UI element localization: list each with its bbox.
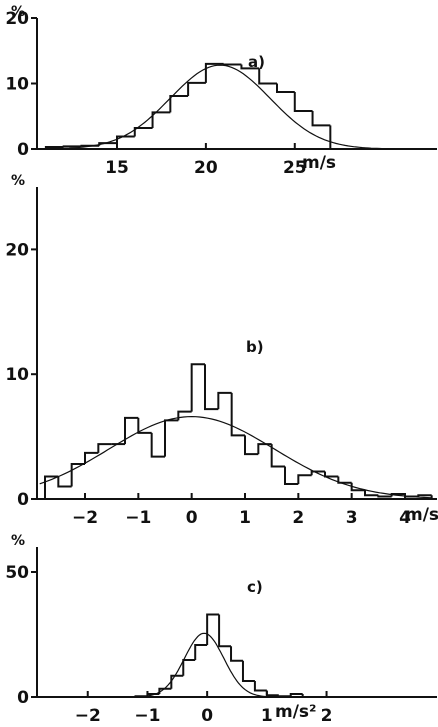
histogram-bin bbox=[84, 451, 99, 465]
histogram-bin bbox=[62, 145, 82, 148]
x-tick-label: 2 bbox=[292, 508, 304, 528]
x-tick-label: 0 bbox=[201, 706, 213, 726]
histogram-bin bbox=[190, 363, 205, 412]
panel-label: b) bbox=[246, 338, 264, 356]
x-unit-label: m/s² bbox=[405, 505, 438, 525]
x-tick-label: 25 bbox=[283, 158, 307, 178]
x-unit-label: m/s bbox=[302, 153, 336, 173]
x-tick-label: −2 bbox=[75, 706, 101, 726]
y-tick-label: 10 bbox=[5, 75, 29, 95]
histogram-bin bbox=[297, 474, 312, 485]
x-tick-label: 2 bbox=[321, 706, 333, 726]
histogram-bin bbox=[204, 364, 219, 411]
y-unit-label: % bbox=[11, 4, 25, 20]
histogram-bin bbox=[133, 127, 153, 137]
histogram-bin bbox=[350, 482, 365, 492]
panel-label: a) bbox=[248, 53, 265, 71]
x-tick-label: −1 bbox=[134, 706, 160, 726]
y-tick-label: 20 bbox=[5, 9, 29, 29]
panel-a-velocity-histogram: 0 10 20 15 20 25% m/s a) bbox=[5, 4, 437, 178]
histogram-bin bbox=[310, 470, 325, 476]
histogram-bin bbox=[377, 495, 392, 498]
y-tick-label: 10 bbox=[5, 365, 29, 385]
histogram-bin bbox=[151, 111, 171, 129]
histogram-bin bbox=[164, 419, 179, 457]
histogram-bin bbox=[97, 443, 112, 453]
x-tick-label: 0 bbox=[186, 508, 198, 528]
panel-c-acceleration-histogram: 0 50 −2 −1 0 1 2% m/s² c) bbox=[5, 533, 437, 726]
histogram-bin bbox=[293, 92, 313, 113]
y-unit-label: % bbox=[11, 173, 25, 189]
histogram-bin bbox=[270, 444, 285, 468]
y-tick-label: 0 bbox=[17, 688, 29, 708]
histogram-bin bbox=[265, 690, 279, 697]
normal-fit-curve bbox=[105, 632, 303, 698]
normal-fit-curve bbox=[39, 415, 432, 499]
histogram-bin bbox=[57, 476, 72, 488]
histogram-bin bbox=[230, 392, 245, 437]
histogram-bin bbox=[324, 471, 339, 478]
histogram-bin bbox=[170, 674, 184, 689]
histogram-bin bbox=[230, 646, 243, 662]
histogram-bin bbox=[204, 62, 224, 83]
x-tick-label: 20 bbox=[194, 158, 218, 178]
histogram-bin bbox=[364, 490, 379, 497]
x-tick-label: 4 bbox=[399, 508, 411, 528]
histogram-bin bbox=[137, 417, 152, 434]
x-tick-label: 15 bbox=[105, 158, 129, 178]
histogram-bin bbox=[417, 494, 432, 497]
histogram-bin bbox=[124, 416, 139, 445]
x-unit-label: m/s² bbox=[275, 702, 317, 722]
x-tick-label: 3 bbox=[346, 508, 358, 528]
x-tick-label: −1 bbox=[125, 508, 151, 528]
y-unit-label: % bbox=[11, 533, 25, 549]
x-tick-label: 1 bbox=[261, 706, 273, 726]
histogram-bin bbox=[244, 435, 259, 456]
histogram-bin bbox=[44, 146, 64, 149]
histogram-bin bbox=[241, 660, 255, 682]
panel-b-acceleration-histogram: 0 10 20 −2 −1 0 1 2 3 4% m/s² b) bbox=[5, 173, 438, 528]
histogram-bin bbox=[337, 476, 352, 484]
histogram-bin bbox=[311, 111, 331, 127]
histogram-bin bbox=[284, 466, 299, 486]
histogram-bin bbox=[217, 391, 232, 410]
y-tick-label: 0 bbox=[17, 140, 29, 160]
histogram-bin bbox=[240, 64, 260, 70]
histogram-bin bbox=[169, 94, 189, 113]
histogram-bin bbox=[253, 681, 267, 692]
normal-fit-curve bbox=[45, 64, 395, 150]
histogram-bin bbox=[206, 613, 220, 645]
y-tick-label: 50 bbox=[5, 563, 29, 583]
histogram-bin bbox=[289, 693, 303, 697]
histogram-bin bbox=[194, 644, 208, 660]
panel-label: c) bbox=[247, 578, 263, 596]
y-tick-label: 20 bbox=[5, 240, 29, 260]
x-tick-label: 1 bbox=[239, 508, 251, 528]
histogram-bin bbox=[182, 659, 196, 676]
histogram-bin bbox=[277, 695, 291, 698]
x-tick-label: −2 bbox=[72, 508, 98, 528]
histogram-bin bbox=[44, 475, 59, 499]
histogram-bin bbox=[222, 63, 242, 66]
histogram-bin bbox=[187, 81, 206, 96]
histogram-bin bbox=[258, 68, 277, 85]
y-tick-label: 0 bbox=[17, 490, 29, 510]
histogram-bin bbox=[116, 135, 135, 144]
histogram-bin bbox=[177, 410, 192, 421]
histogram-bin bbox=[70, 463, 85, 487]
histogram-bin bbox=[150, 432, 165, 458]
histogram-bin bbox=[218, 614, 232, 648]
histogram-bin bbox=[276, 83, 295, 94]
